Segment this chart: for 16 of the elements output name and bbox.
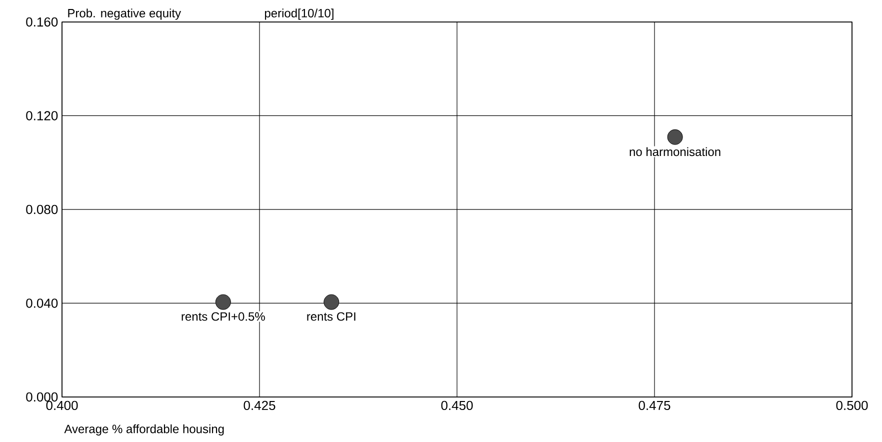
- y-tick-label: 0.040: [26, 298, 58, 308]
- x-tick-label: 0.425: [244, 400, 276, 410]
- annotation: no harmonisation: [630, 147, 720, 156]
- x-tick-label: 0.450: [441, 400, 473, 410]
- x-tick-label: 0.400: [46, 400, 78, 410]
- chart-title: period[10/10]: [264, 8, 334, 20]
- x-tick-label: 0.500: [836, 400, 868, 410]
- y-tick-label: 0.000: [26, 392, 58, 402]
- x-axis-title: Average % affordable housing: [64, 424, 224, 436]
- y-axis-title: Prob. negative equity: [68, 8, 182, 20]
- y-tick-label: 0.120: [26, 111, 58, 120]
- annotation: rents CPI: [307, 312, 356, 321]
- x-tick-label: 0.475: [638, 400, 670, 410]
- annotation: rents CPI+0.5%: [182, 312, 265, 321]
- y-tick-label: 0.080: [26, 204, 58, 214]
- y-tick-label: 0.160: [26, 17, 58, 27]
